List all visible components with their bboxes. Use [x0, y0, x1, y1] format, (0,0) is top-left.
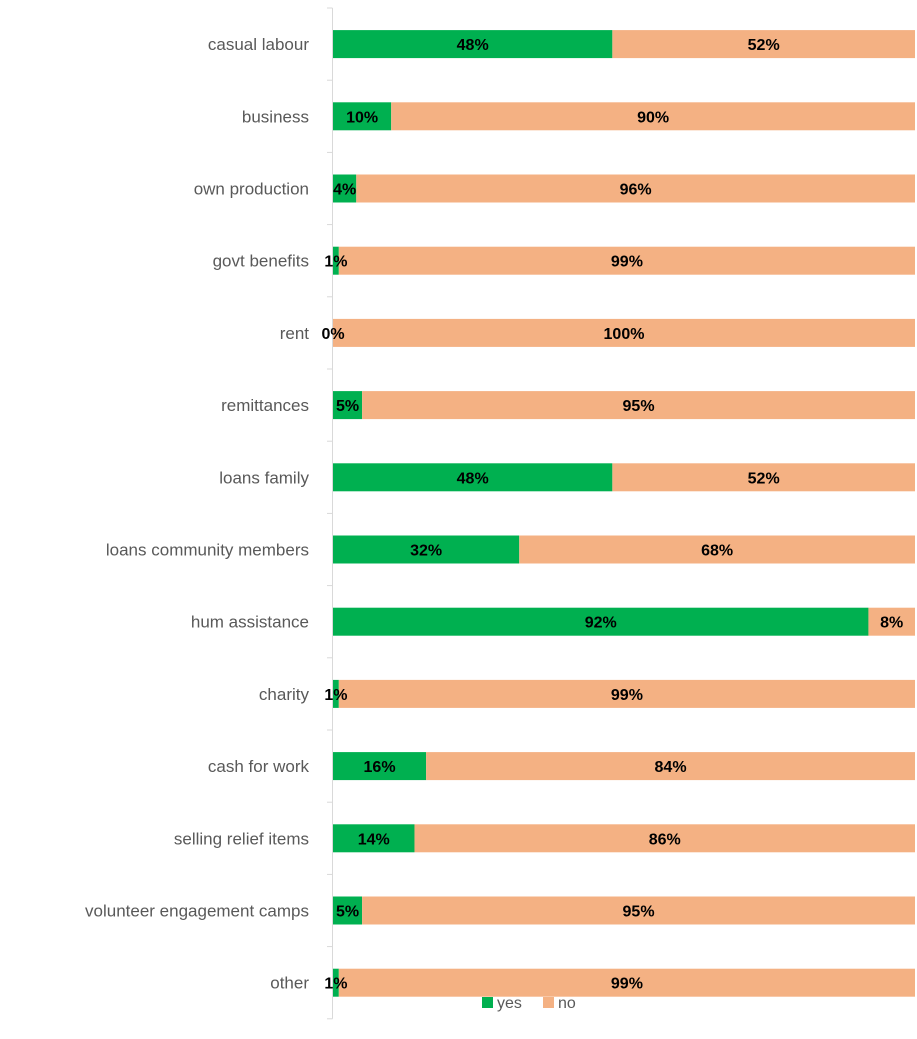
- bar-no: [338, 246, 915, 275]
- data-label-no: 99%: [611, 254, 643, 271]
- data-label-yes: 5%: [336, 904, 359, 921]
- data-label-yes: 5%: [336, 398, 359, 415]
- bar-yes: [333, 607, 869, 636]
- data-label-yes: 92%: [585, 615, 617, 632]
- data-label-yes: 48%: [457, 37, 489, 54]
- bar-yes: [333, 679, 339, 708]
- data-label-no: 90%: [637, 109, 669, 126]
- data-label-no: 52%: [748, 37, 780, 54]
- bar-no: [333, 318, 915, 347]
- bar-no: [426, 752, 915, 781]
- data-label-no: 99%: [611, 976, 643, 993]
- data-label-yes: 1%: [324, 254, 347, 271]
- data-label-no: 86%: [649, 831, 681, 848]
- category-label: rent: [280, 324, 310, 343]
- data-label-yes: 16%: [364, 759, 396, 776]
- data-label-yes: 1%: [324, 687, 347, 704]
- data-label-yes: 14%: [358, 831, 390, 848]
- bar-yes: [333, 463, 613, 492]
- bar-yes: [333, 246, 339, 275]
- bar-yes: [333, 102, 392, 131]
- category-label: govt benefits: [213, 252, 309, 271]
- data-label-no: 84%: [655, 759, 687, 776]
- category-label: loans community members: [106, 541, 309, 560]
- category-label: charity: [259, 685, 310, 704]
- category-label: own production: [194, 180, 309, 199]
- category-label: cash for work: [208, 757, 310, 776]
- legend-swatch-yes: [482, 997, 493, 1008]
- bar-yes: [333, 391, 363, 420]
- data-label-yes: 0%: [321, 326, 344, 343]
- bar-no: [356, 174, 915, 203]
- bars-layer: [333, 30, 916, 997]
- data-label-no: 100%: [604, 326, 645, 343]
- data-label-no: 52%: [748, 470, 780, 487]
- data-label-no: 96%: [620, 182, 652, 199]
- bar-no: [391, 102, 915, 131]
- legend-label-no: no: [558, 995, 576, 1012]
- category-label: other: [270, 974, 309, 993]
- bar-no: [519, 535, 915, 564]
- category-label: loans family: [219, 468, 309, 487]
- data-label-no: 95%: [623, 398, 655, 415]
- bar-no: [612, 30, 915, 59]
- bar-yes: [333, 824, 415, 853]
- bar-no: [338, 968, 915, 997]
- data-labels: 48% 52% 10% 90% 4% 96% 1% 99% 0% 100% 5% 95% 48% 52% 3…: [321, 37, 903, 993]
- data-label-yes: 10%: [346, 109, 378, 126]
- data-label-no: 8%: [880, 615, 903, 632]
- category-label: remittances: [221, 396, 309, 415]
- bar-no: [338, 679, 915, 708]
- legend-label-yes: yes: [497, 995, 522, 1012]
- category-label: volunteer engagement camps: [85, 902, 309, 921]
- category-label: selling relief items: [174, 829, 309, 848]
- data-label-yes: 48%: [457, 470, 489, 487]
- data-label-yes: 1%: [324, 976, 347, 993]
- data-label-yes: 4%: [333, 182, 356, 199]
- category-label: hum assistance: [191, 613, 309, 632]
- bar-yes: [333, 752, 427, 781]
- bar-no: [868, 607, 915, 636]
- bar-yes: [333, 174, 357, 203]
- data-label-no: 95%: [623, 904, 655, 921]
- category-labels: casual labour business own production govt …: [85, 35, 309, 993]
- bar-no: [362, 896, 916, 925]
- category-label: casual labour: [208, 35, 309, 54]
- bar-yes: [333, 30, 613, 59]
- data-label-no: 99%: [611, 687, 643, 704]
- axis-layer: [327, 7, 333, 1020]
- bar-no: [612, 463, 915, 492]
- data-label-no: 68%: [701, 543, 733, 560]
- data-label-yes: 32%: [410, 543, 442, 560]
- category-label: business: [242, 107, 309, 126]
- bar-yes: [333, 535, 520, 564]
- legend-swatch-no: [543, 997, 554, 1008]
- bar-yes: [333, 896, 363, 925]
- bar-yes: [333, 968, 339, 997]
- bar-no: [362, 391, 916, 420]
- legend: yes no: [482, 995, 576, 1012]
- bar-no: [414, 824, 915, 853]
